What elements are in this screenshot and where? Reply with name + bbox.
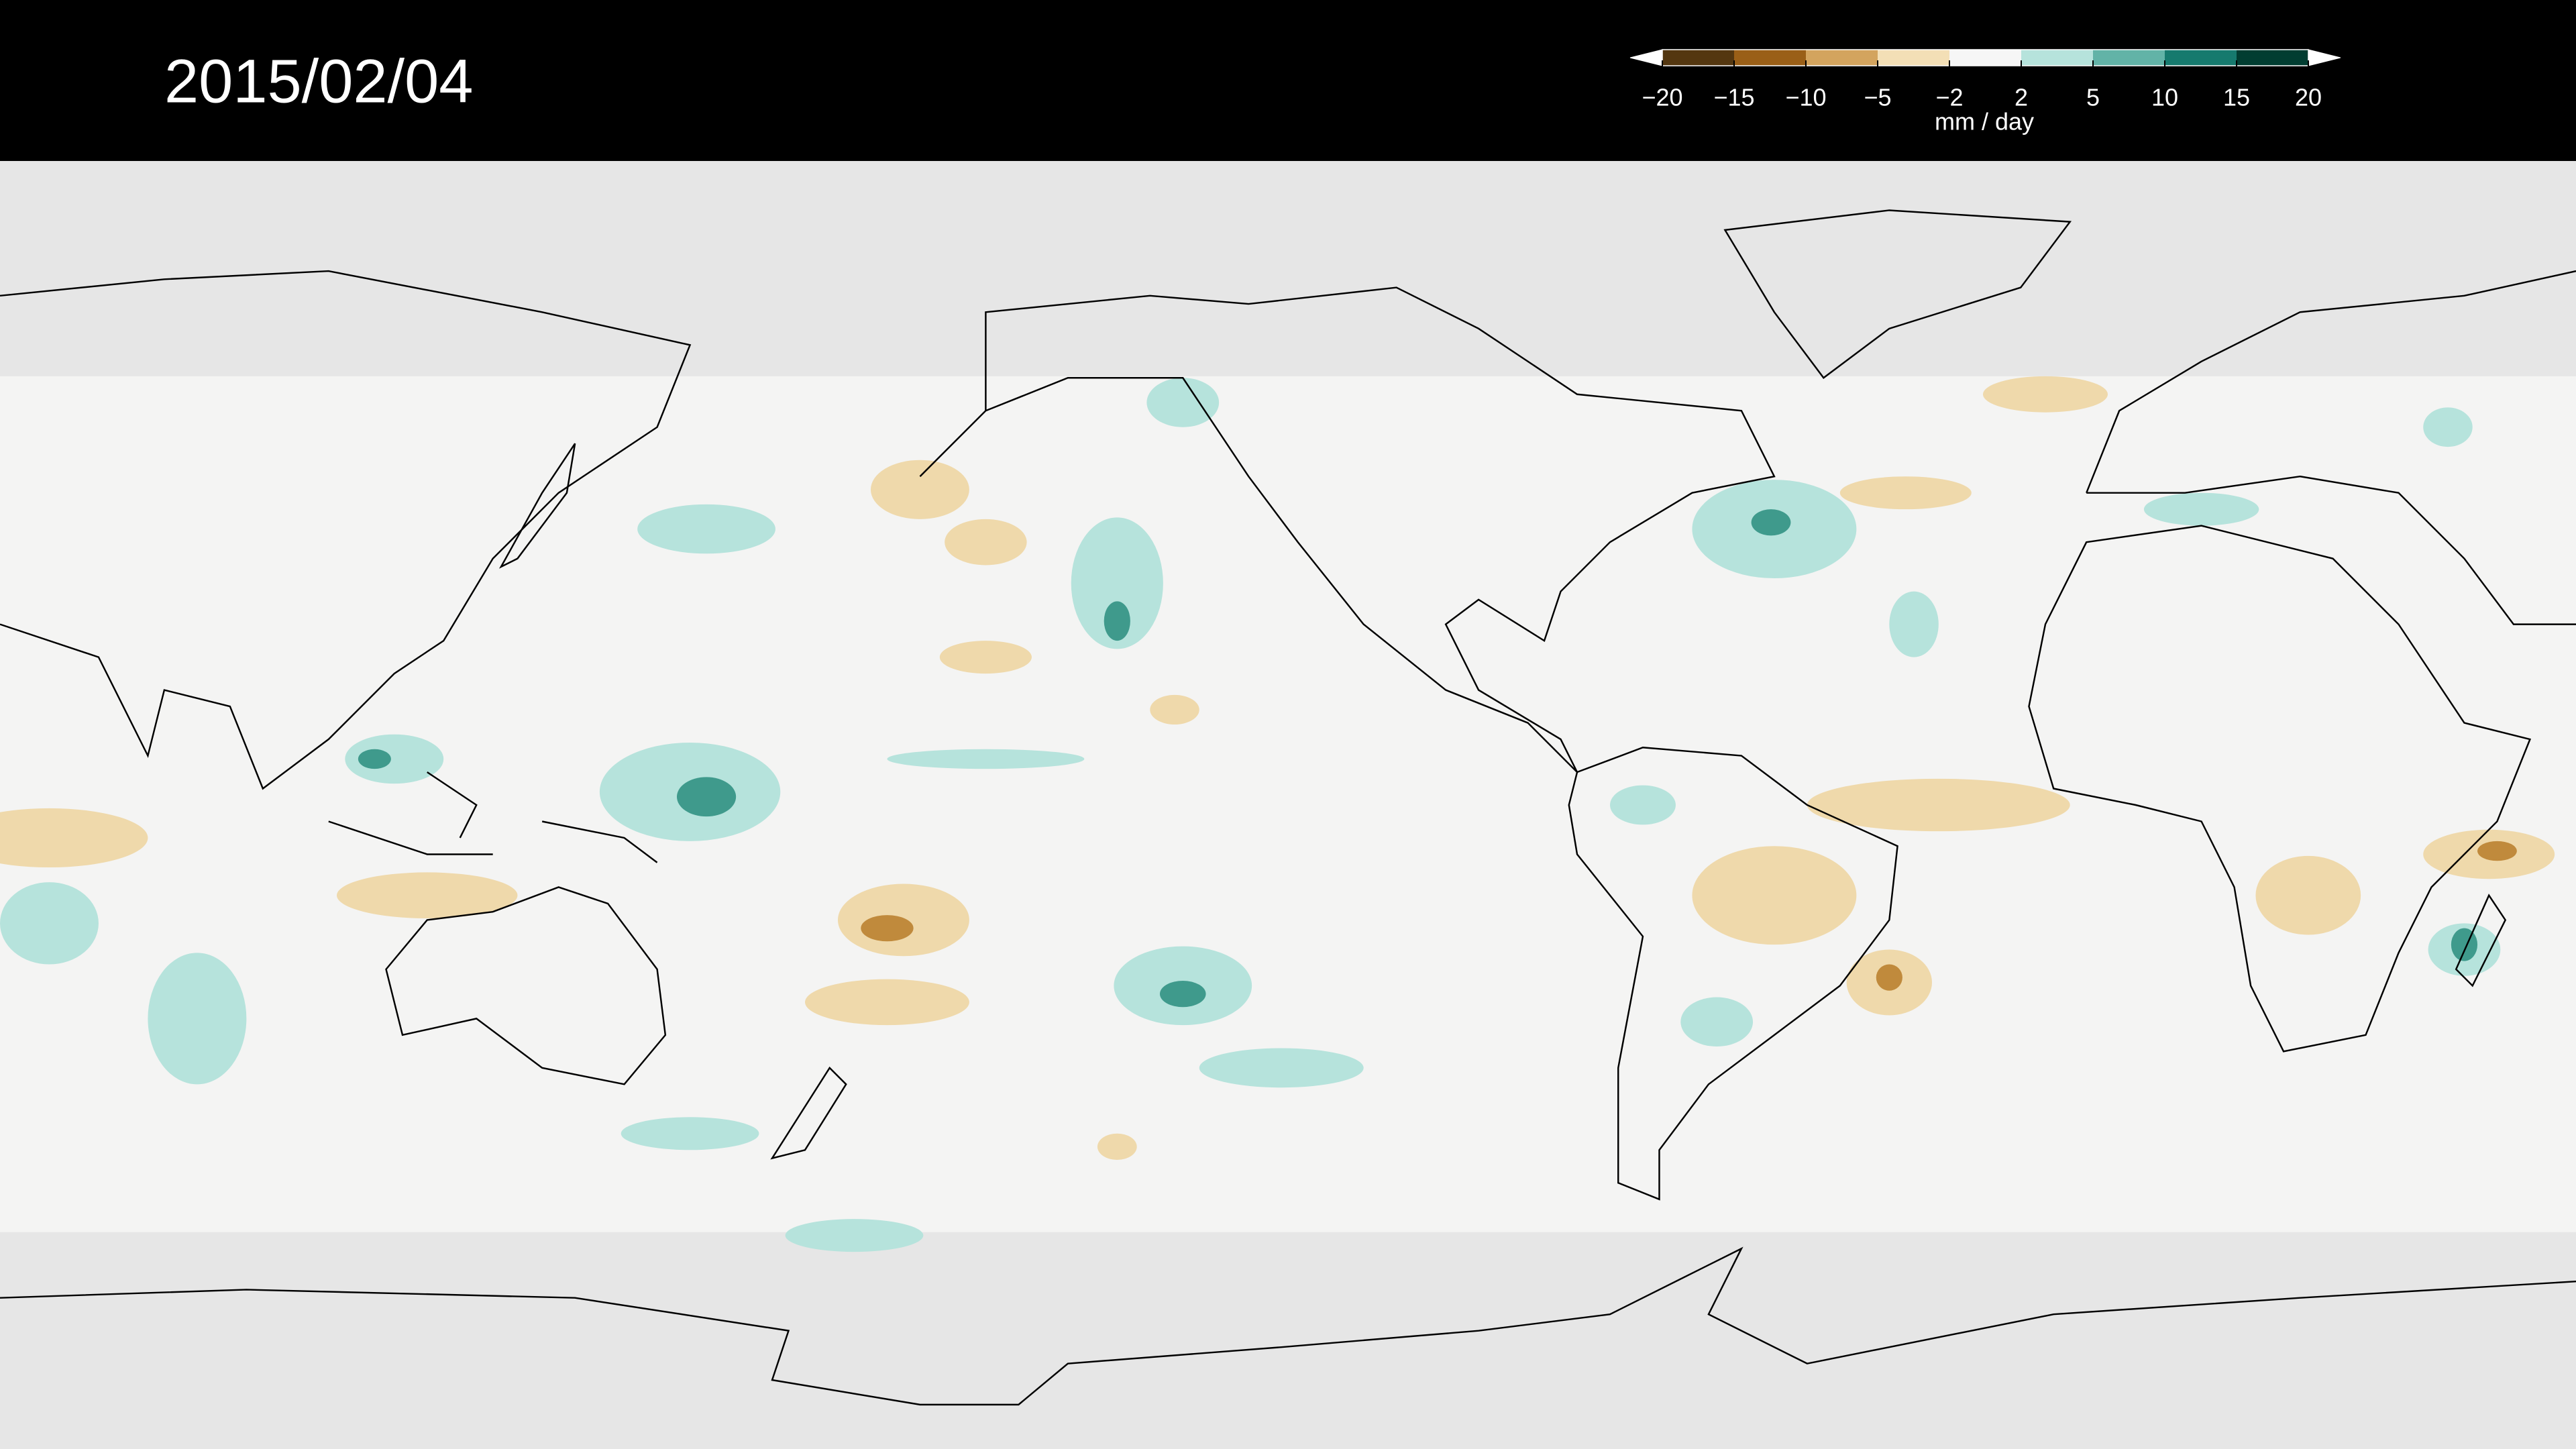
greenland xyxy=(1723,209,2072,379)
colorbar-segment xyxy=(2165,50,2237,66)
north-america xyxy=(919,286,1776,773)
new-zealand xyxy=(770,1066,847,1160)
map xyxy=(0,161,2576,1449)
colorbar-frame xyxy=(1662,49,2309,66)
colorbar-tick-label: 5 xyxy=(2086,84,2100,111)
colorbar-segment xyxy=(1806,50,1878,66)
colorbar-tick-label: 2 xyxy=(2015,84,2028,111)
japan xyxy=(498,443,576,569)
antarctica xyxy=(0,1246,2576,1406)
colorbar-tick-label: 15 xyxy=(2223,84,2250,111)
colorbar-segment xyxy=(1662,50,1734,66)
colorbar-tick-label: −2 xyxy=(1935,84,1963,111)
coastlines xyxy=(0,209,2576,1406)
colorbar-tick-label: −15 xyxy=(1713,84,1754,111)
data-region xyxy=(0,376,2576,1232)
colorbar-tick-label: 20 xyxy=(2295,84,2322,111)
strong-dry xyxy=(861,841,2517,991)
header-bar xyxy=(0,0,2576,161)
colorbar-unit: mm / day xyxy=(1935,108,2034,136)
madagascar xyxy=(2455,894,2507,987)
wet-anomalies xyxy=(0,378,2501,1252)
colorbar-tick-label: −20 xyxy=(1642,84,1682,111)
south-america xyxy=(1568,747,1898,1201)
colorbar-segment xyxy=(2021,50,2093,66)
eurasia-west xyxy=(0,270,692,790)
colorbar-segment xyxy=(1878,50,1949,66)
colorbar-tick-label: −10 xyxy=(1785,84,1826,111)
africa xyxy=(2028,525,2532,1053)
indonesia xyxy=(328,771,658,863)
colorbar-segment xyxy=(2237,50,2308,66)
colorbar: −20 −15 −10 −5 −2 2 5 10 15 20 xyxy=(1629,49,2341,111)
colorbar-segment xyxy=(2093,50,2165,66)
anomalies xyxy=(0,209,2576,1406)
date-title: 2015/02/04 xyxy=(164,47,473,115)
colorbar-segment xyxy=(1734,50,1806,66)
colorbar-segment xyxy=(1949,50,2021,66)
australia xyxy=(385,886,667,1085)
colorbar-tick-label: −5 xyxy=(1864,84,1891,111)
eurasia-east xyxy=(2086,270,2576,625)
colorbar-tick-label: 10 xyxy=(2151,84,2178,111)
